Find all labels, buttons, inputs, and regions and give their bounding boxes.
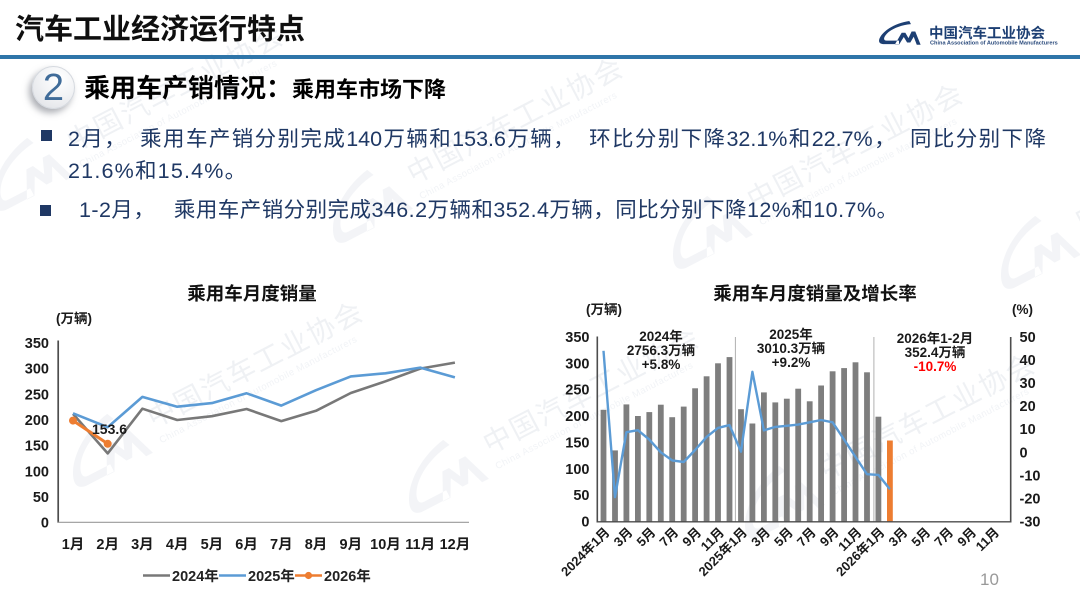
svg-text:9月: 9月 [340,533,363,554]
svg-text:50: 50 [573,484,589,505]
svg-text:0: 0 [581,511,589,532]
svg-text:11月: 11月 [970,522,1002,554]
svg-text:10: 10 [1020,418,1036,439]
svg-text:250: 250 [25,383,49,404]
svg-text:-30: -30 [1020,511,1041,532]
svg-text:5月: 5月 [201,533,224,554]
svg-text:2026年1-2月: 2026年1-2月 [897,327,974,347]
svg-text:3月: 3月 [131,533,154,554]
svg-text:350: 350 [25,332,49,353]
svg-text:乘用车月度销量: 乘用车月度销量 [187,280,317,306]
svg-text:7月: 7月 [270,533,293,554]
svg-text:100: 100 [565,458,589,479]
svg-text:2025年: 2025年 [769,323,813,343]
svg-text:6月: 6月 [235,533,258,554]
svg-text:350: 350 [565,326,589,347]
svg-text:50: 50 [1020,326,1036,347]
svg-text:2026年: 2026年 [324,565,371,586]
svg-text:0: 0 [41,512,49,533]
svg-text:352.4万辆: 352.4万辆 [905,341,966,361]
svg-text:2025年: 2025年 [248,565,295,586]
svg-text:40: 40 [1020,349,1036,370]
svg-text:150: 150 [25,435,49,456]
svg-text:12月: 12月 [440,533,471,554]
svg-text:4月: 4月 [166,533,189,554]
svg-text:200: 200 [25,409,49,430]
svg-text:11月: 11月 [405,533,435,554]
svg-text:乘用车月度销量及增长率: 乘用车月度销量及增长率 [713,280,917,306]
svg-text:1月: 1月 [62,533,85,554]
svg-text:300: 300 [25,358,49,379]
svg-text:8月: 8月 [305,533,328,554]
svg-text:(万辆): (万辆) [56,307,92,327]
svg-text:2756.3万辆: 2756.3万辆 [627,339,695,359]
svg-text:2024年: 2024年 [639,325,683,345]
svg-text:200: 200 [565,405,589,426]
svg-text:-20: -20 [1020,487,1041,508]
svg-text:250: 250 [565,379,589,400]
svg-text:50: 50 [33,486,49,507]
svg-text:153.6: 153.6 [92,419,127,439]
svg-text:+5.8%: +5.8% [642,353,681,373]
svg-text:+9.2%: +9.2% [772,351,811,371]
svg-text:150: 150 [565,431,589,452]
svg-text:(%): (%) [1012,298,1033,318]
svg-text:3010.3万辆: 3010.3万辆 [757,337,825,357]
svg-text:(万辆): (万辆) [586,298,622,318]
svg-text:-10: -10 [1020,464,1041,485]
svg-text:2024年: 2024年 [172,565,219,586]
svg-text:-10.7%: -10.7% [914,355,957,375]
svg-text:300: 300 [565,352,589,373]
svg-text:30: 30 [1020,372,1036,393]
svg-text:0: 0 [1020,441,1028,462]
svg-text:100: 100 [25,460,49,481]
svg-text:10月: 10月 [370,533,401,554]
svg-text:20: 20 [1020,395,1036,416]
svg-text:2月: 2月 [96,533,119,554]
